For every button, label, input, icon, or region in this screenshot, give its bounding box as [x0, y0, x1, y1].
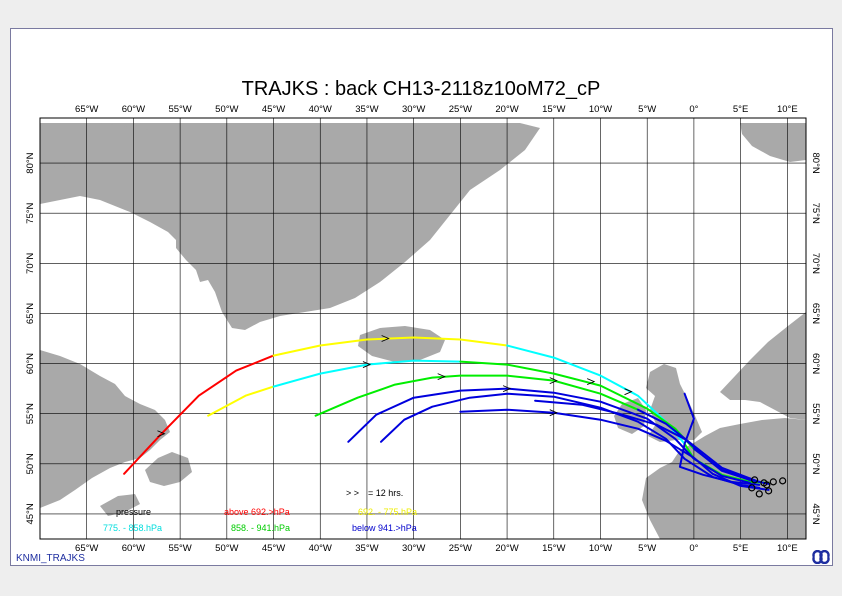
trajectory-1-segment-0	[207, 385, 275, 417]
lon-label-bottom-2: 55°W	[168, 543, 191, 554]
lat-label-right-3: 60°N	[810, 353, 821, 374]
lon-label-bottom-10: 15°W	[542, 543, 565, 554]
lat-label-left-3: 60°N	[25, 353, 36, 374]
legend: > > = 12 hrs. pressure above 692.>hPa 69…	[103, 488, 417, 533]
lon-label-top-3: 50°W	[215, 104, 238, 115]
lon-label-bottom-14: 5°E	[733, 543, 748, 554]
lon-label-top-8: 25°W	[449, 104, 472, 115]
lon-label-top-11: 10°W	[589, 104, 612, 115]
lat-label-left-2: 55°N	[25, 403, 36, 424]
trajectory-2-segment-1	[636, 408, 761, 483]
lat-label-right-0: 45°N	[810, 503, 821, 524]
lat-label-left-4: 65°N	[25, 303, 36, 324]
endpoint-markers	[748, 476, 787, 498]
legend-arrow-symbol: > >	[346, 488, 359, 498]
lat-label-right-7: 80°N	[810, 152, 821, 173]
tick-labels: 65°W 65°W 60°W 60°W 55°W 55°W 50°W 50°W 45°W 45°W…	[25, 104, 821, 554]
trajectory-7-segment-0	[678, 392, 761, 486]
lon-label-top-4: 45°W	[262, 104, 285, 115]
map-title: TRAJKS : back CH13-2118z10oM72_cP	[241, 78, 601, 100]
nova-scotia-landmass	[100, 494, 140, 516]
lon-label-bottom-4: 45°W	[262, 543, 285, 554]
end-marker-5	[779, 477, 787, 485]
end-marker-0	[748, 484, 756, 492]
lat-label-right-2: 55°N	[810, 403, 821, 424]
lat-label-left-7: 80°N	[25, 152, 36, 173]
trajectory-0-segment-1	[272, 336, 509, 357]
lon-label-bottom-3: 50°W	[215, 543, 238, 554]
time-arrow-1-1	[586, 378, 596, 386]
lon-label-bottom-7: 30°W	[402, 543, 425, 554]
lon-label-top-7: 30°W	[402, 104, 425, 115]
lon-label-top-12: 5°W	[638, 104, 656, 115]
grid-lines	[40, 118, 806, 539]
trajectory-1-segment-1	[272, 359, 462, 388]
lat-label-right-6: 75°N	[810, 203, 821, 224]
legend-band3-label: 858. - 941.hPa	[231, 523, 290, 533]
end-marker-7	[751, 476, 759, 484]
lon-label-top-5: 40°W	[309, 104, 332, 115]
time-arrow-2-0	[437, 373, 446, 381]
legend-arrow-label: = 12 hrs.	[368, 488, 403, 498]
legend-below-label: below 941.>hPa	[352, 523, 417, 533]
lon-label-bottom-8: 25°W	[449, 543, 472, 554]
time-arrow-3-0	[502, 385, 512, 393]
legend-band2-label: 775. - 858.hPa	[103, 523, 162, 533]
knmi-logo-icon	[812, 550, 830, 564]
lon-label-bottom-9: 20°W	[495, 543, 518, 554]
lat-label-right-1: 50°N	[810, 453, 821, 474]
iceland-landmass	[358, 326, 445, 362]
time-arrow-0-0	[157, 430, 166, 438]
time-arrow-1-0	[362, 361, 372, 368]
land-layer	[40, 123, 806, 539]
arctic-islands-landmass	[40, 123, 150, 172]
time-arrow-2-1	[549, 377, 558, 385]
great-britain-landmass	[646, 364, 702, 442]
lon-label-bottom-0: 65°W	[75, 543, 98, 554]
trajectory-2-segment-0	[314, 374, 639, 417]
lat-label-left-0: 45°N	[25, 503, 36, 524]
legend-pressure-label: pressure	[116, 507, 151, 517]
end-marker-1	[755, 490, 763, 498]
lon-label-top-13: 0°	[689, 104, 698, 115]
lat-label-right-4: 65°N	[810, 303, 821, 324]
trajectory-layer	[123, 335, 770, 491]
lon-label-bottom-15: 10°E	[777, 543, 798, 554]
greenland-landmass	[40, 123, 540, 330]
footer-label: KNMI_TRAJKS	[16, 553, 85, 564]
lon-label-top-9: 20°W	[495, 104, 518, 115]
canada-landmass	[40, 350, 170, 508]
svalbard-landmass	[740, 123, 806, 162]
trajectory-0-segment-0	[123, 354, 275, 475]
lon-label-bottom-11: 10°W	[589, 543, 612, 554]
trajectory-1-segment-2	[459, 360, 695, 450]
lon-label-top-2: 55°W	[168, 104, 191, 115]
lon-label-bottom-1: 60°W	[122, 543, 145, 554]
time-arrow-0-2	[624, 388, 633, 396]
end-marker-6	[763, 481, 771, 489]
lon-label-bottom-13: 0°	[689, 543, 698, 554]
lat-label-left-6: 75°N	[25, 202, 36, 223]
lon-label-bottom-5: 40°W	[309, 543, 332, 554]
lon-label-bottom-6: 35°W	[355, 543, 378, 554]
lat-label-left-5: 70°N	[25, 253, 36, 274]
lon-label-top-14: 5°E	[733, 104, 748, 115]
time-arrow-5-0	[549, 409, 558, 417]
scandinavia-landmass	[720, 312, 806, 420]
trajectory-6-segment-0	[534, 399, 751, 481]
legend-above-label: above 692.>hPa	[224, 507, 290, 517]
lon-label-bottom-12: 5°W	[638, 543, 656, 554]
lon-label-top-10: 15°W	[542, 104, 565, 115]
lon-label-top-6: 35°W	[355, 104, 378, 115]
lat-label-left-1: 50°N	[25, 453, 36, 474]
time-arrow-0-1	[381, 335, 390, 342]
lon-label-top-1: 60°W	[122, 104, 145, 115]
end-marker-4	[769, 478, 777, 486]
lat-label-right-5: 70°N	[810, 253, 821, 274]
map-border	[39, 117, 807, 540]
legend-band1-label: 692. - 775.hPa	[358, 507, 417, 517]
lon-label-top-0: 65°W	[75, 104, 98, 115]
lon-label-top-15: 10°E	[777, 104, 798, 115]
